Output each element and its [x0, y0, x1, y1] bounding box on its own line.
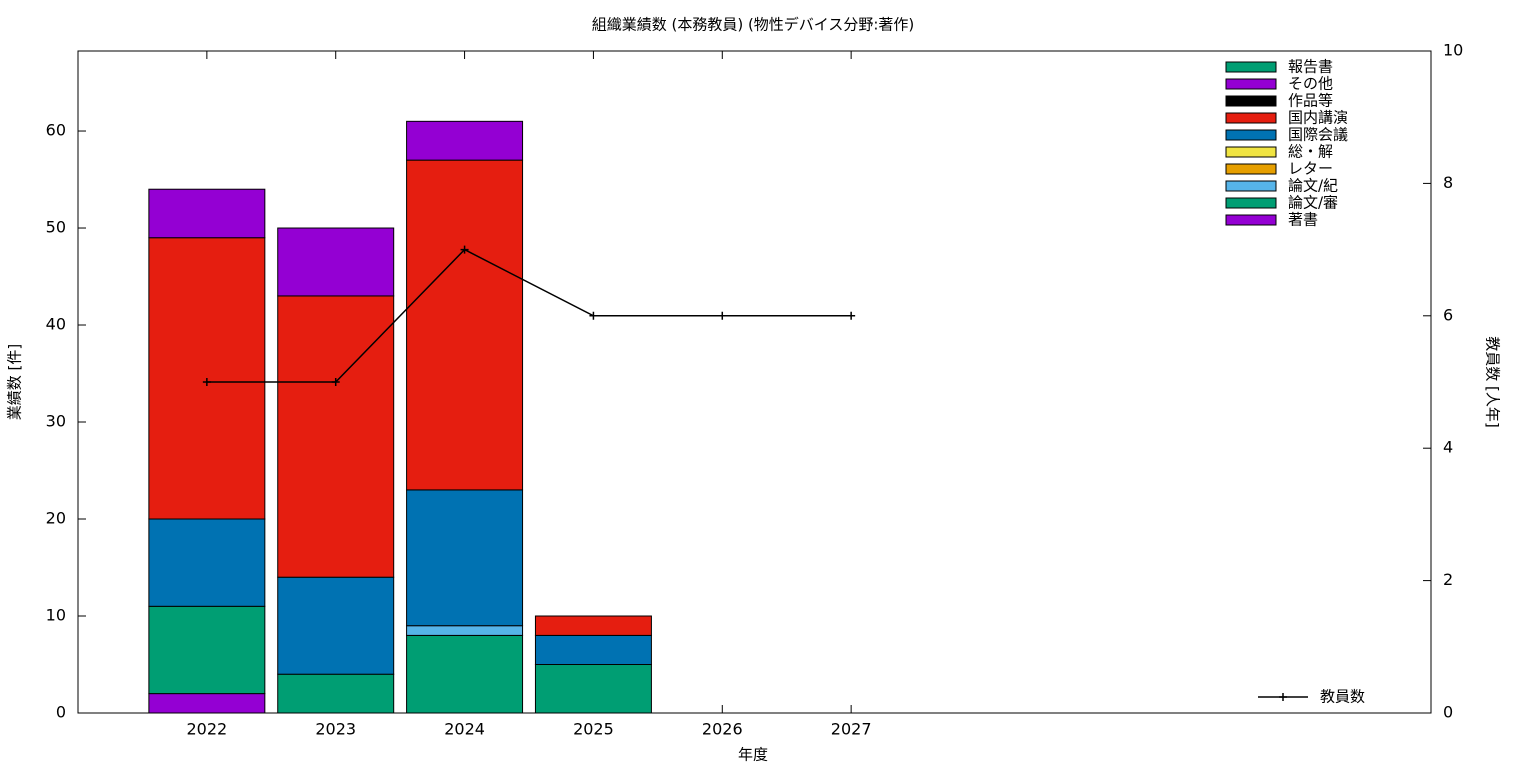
legend-label: 国内講演 — [1288, 109, 1348, 127]
legend-label: その他 — [1288, 75, 1333, 93]
bar-segment — [277, 576, 395, 675]
x-tick-label: 2022 — [186, 720, 227, 739]
y2-tick-label: 6 — [1443, 305, 1453, 324]
legend-marker — [1279, 693, 1287, 701]
y-tick-label: 60 — [46, 121, 66, 140]
y2-tick-label: 2 — [1443, 570, 1453, 589]
x-tick-label: 2024 — [444, 720, 485, 739]
line-point — [847, 311, 856, 320]
legend-swatch — [1225, 112, 1277, 124]
bar-segment — [148, 693, 266, 714]
bar-segment — [148, 518, 266, 607]
legend-label: 著書 — [1288, 211, 1318, 229]
x-tick-label: 2023 — [315, 720, 356, 739]
legend-swatch — [1225, 214, 1277, 226]
line-point — [718, 311, 727, 320]
line-point — [589, 311, 598, 320]
legend-label: 論文/審 — [1288, 194, 1338, 212]
legend-label: 報告書 — [1288, 58, 1333, 76]
x-axis-label: 年度 — [738, 746, 768, 764]
x-tick-label: 2027 — [831, 720, 872, 739]
line-point — [202, 378, 211, 386]
legend-swatch — [1225, 78, 1277, 90]
x-tick-label: 2026 — [702, 720, 743, 739]
y-tick-label: 30 — [46, 412, 66, 431]
bar-segment — [534, 615, 652, 636]
legend-label: 総・解 — [1288, 143, 1333, 161]
bar-segment — [534, 664, 652, 714]
legend-swatch — [1225, 163, 1277, 175]
bar-segment — [406, 159, 524, 491]
bar-segment — [277, 295, 395, 578]
y2-tick-label: 8 — [1443, 173, 1453, 192]
legend-swatch — [1225, 197, 1277, 209]
bar-segment — [406, 489, 524, 627]
line-point — [460, 245, 469, 254]
bar-segment — [406, 634, 524, 714]
plot-frame — [77, 50, 1432, 714]
y-tick-label: 40 — [46, 315, 66, 334]
legend-swatch — [1225, 146, 1277, 158]
legend-swatch — [1225, 95, 1277, 107]
bar-segment — [148, 605, 266, 695]
y-tick-label: 20 — [46, 509, 66, 528]
bar-segment — [406, 625, 524, 636]
legend-label: レター — [1288, 160, 1333, 178]
bar-segment — [534, 634, 652, 666]
y-tick-label: 0 — [56, 703, 66, 722]
y2-tick-label: 10 — [1443, 41, 1463, 60]
legend-swatch — [1225, 129, 1277, 141]
y-tick-label: 10 — [46, 606, 66, 625]
legend-label: 国際会議 — [1288, 126, 1348, 144]
legend-label: 教員数 — [1320, 688, 1365, 706]
y2-tick-label: 0 — [1443, 703, 1453, 722]
line-point — [331, 378, 340, 386]
legend-label: 作品等 — [1288, 92, 1333, 110]
bar-segment — [406, 120, 524, 161]
legend-label: 論文/紀 — [1288, 177, 1338, 195]
bar-segment — [148, 188, 266, 239]
y2-tick-label: 4 — [1443, 438, 1453, 457]
x-tick-label: 2025 — [573, 720, 614, 739]
y2-axis-label: 教員数 [人年] — [1484, 336, 1502, 427]
bar-segment — [277, 227, 395, 297]
legend-swatch — [1225, 61, 1277, 73]
bar-segment — [277, 673, 395, 714]
y-tick-label: 50 — [46, 218, 66, 237]
line-series — [206, 248, 852, 383]
y-axis-label: 業績数 [件] — [6, 344, 24, 420]
legend-swatch — [1225, 180, 1277, 192]
chart-title: 組織業績数 (本務教員) (物性デバイス分野:著作) — [592, 16, 915, 34]
